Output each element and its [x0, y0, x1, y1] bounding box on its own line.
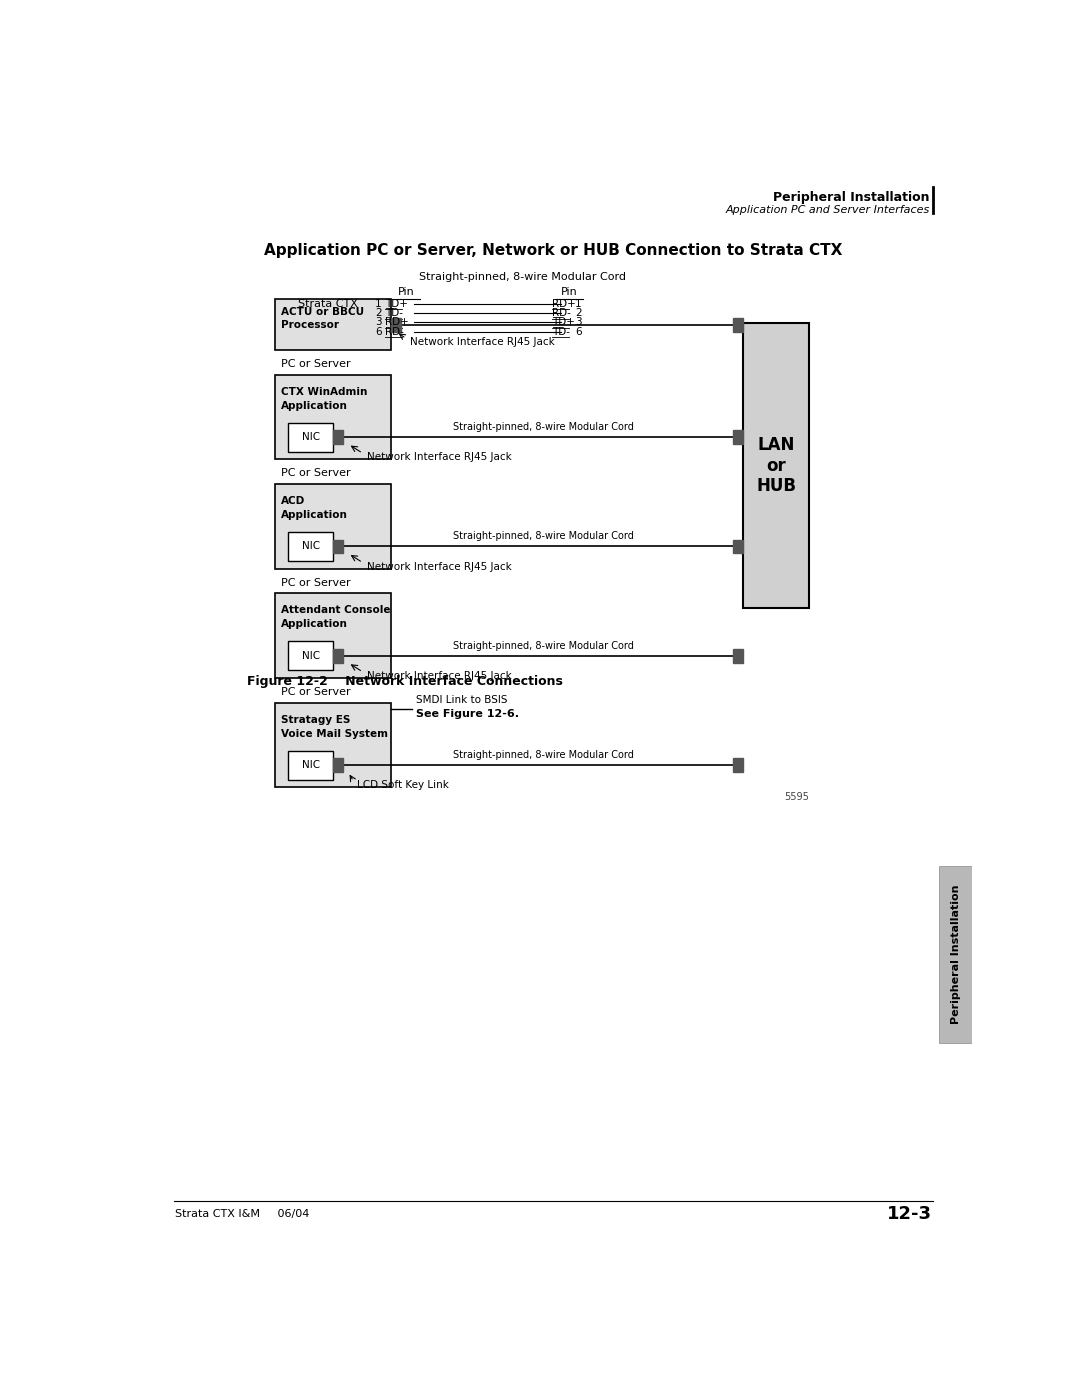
Text: Processor: Processor: [281, 320, 339, 331]
Text: Straight-pinned, 8-wire Modular Cord: Straight-pinned, 8-wire Modular Cord: [419, 272, 626, 282]
Text: NIC: NIC: [302, 432, 320, 441]
Bar: [391, 317, 401, 331]
Text: PC or Server: PC or Server: [281, 359, 350, 369]
Text: 5595: 5595: [784, 792, 809, 802]
Text: Application: Application: [281, 401, 348, 411]
Text: Peripheral Installation: Peripheral Installation: [950, 884, 961, 1024]
Text: Straight-pinned, 8-wire Modular Cord: Straight-pinned, 8-wire Modular Cord: [453, 422, 634, 432]
Text: RD+: RD+: [552, 299, 576, 309]
Text: Pin: Pin: [561, 286, 578, 296]
Text: RD-: RD-: [386, 327, 404, 337]
Text: NIC: NIC: [302, 760, 320, 770]
Bar: [288, 422, 334, 451]
Text: ACD: ACD: [281, 496, 305, 506]
Text: TD+: TD+: [552, 317, 575, 327]
Bar: [274, 594, 391, 678]
Bar: [733, 648, 743, 662]
Text: Figure 12-2    Network Interface Connections: Figure 12-2 Network Interface Connection…: [247, 675, 564, 687]
Bar: [288, 641, 334, 671]
Text: Straight-pinned, 8-wire Modular Cord: Straight-pinned, 8-wire Modular Cord: [453, 641, 634, 651]
Text: 2: 2: [576, 309, 582, 319]
Text: 6: 6: [576, 327, 582, 337]
Text: Network Interface RJ45 Jack: Network Interface RJ45 Jack: [367, 453, 512, 462]
Text: 1: 1: [576, 299, 582, 309]
Text: NIC: NIC: [302, 542, 320, 552]
Text: Application: Application: [281, 619, 348, 629]
Text: Peripheral Installation: Peripheral Installation: [773, 191, 930, 204]
Text: LAN
or
HUB: LAN or HUB: [756, 436, 796, 496]
Text: SMDI Link to BSIS: SMDI Link to BSIS: [416, 696, 507, 705]
Text: ACTU or BBCU: ACTU or BBCU: [281, 306, 364, 317]
Text: Strata CTX: Strata CTX: [298, 299, 357, 309]
Text: Attendant Console: Attendant Console: [281, 605, 390, 616]
Text: 6: 6: [375, 327, 381, 337]
Bar: [288, 750, 334, 780]
Text: Network Interface RJ45 Jack: Network Interface RJ45 Jack: [367, 671, 512, 680]
Text: RD+: RD+: [386, 317, 409, 327]
Text: TD-: TD-: [552, 327, 570, 337]
Bar: [733, 430, 743, 444]
Text: Strata CTX I&M     06/04: Strata CTX I&M 06/04: [175, 1208, 310, 1220]
Text: PC or Server: PC or Server: [281, 468, 350, 478]
Text: Network Interface RJ45 Jack: Network Interface RJ45 Jack: [410, 338, 555, 348]
Text: Pin: Pin: [397, 286, 415, 296]
Text: 1: 1: [375, 299, 381, 309]
Bar: [274, 703, 391, 788]
Text: Straight-pinned, 8-wire Modular Cord: Straight-pinned, 8-wire Modular Cord: [453, 750, 634, 760]
Text: NIC: NIC: [302, 651, 320, 661]
Bar: [733, 759, 743, 773]
Bar: [334, 430, 343, 444]
Text: See Figure 12-6.: See Figure 12-6.: [416, 710, 518, 719]
Text: PC or Server: PC or Server: [281, 687, 350, 697]
Text: 12-3: 12-3: [887, 1206, 932, 1222]
Text: Application: Application: [281, 510, 348, 520]
Text: CTX WinAdmin: CTX WinAdmin: [281, 387, 367, 397]
Bar: [334, 648, 343, 662]
Bar: [274, 299, 391, 351]
Bar: [733, 317, 743, 331]
Text: Network Interface RJ45 Jack: Network Interface RJ45 Jack: [367, 562, 512, 571]
Bar: [940, 866, 972, 1044]
Bar: [274, 374, 391, 460]
Text: LCD Soft Key Link: LCD Soft Key Link: [357, 780, 449, 791]
Bar: [334, 759, 343, 773]
Text: TD-: TD-: [386, 309, 403, 319]
Text: 3: 3: [375, 317, 381, 327]
Text: 2: 2: [375, 309, 381, 319]
Text: RD-: RD-: [552, 309, 571, 319]
Bar: [274, 485, 391, 569]
Bar: [334, 539, 343, 553]
Bar: [288, 532, 334, 562]
Text: Straight-pinned, 8-wire Modular Cord: Straight-pinned, 8-wire Modular Cord: [453, 531, 634, 542]
Text: Application PC or Server, Network or HUB Connection to Strata CTX: Application PC or Server, Network or HUB…: [265, 243, 842, 257]
Text: Application PC and Server Interfaces: Application PC and Server Interfaces: [725, 205, 930, 215]
Text: Stratagy ES: Stratagy ES: [281, 715, 350, 725]
Text: Voice Mail System: Voice Mail System: [281, 729, 388, 739]
Bar: [733, 539, 743, 553]
Bar: [743, 323, 809, 608]
Text: TD+: TD+: [386, 299, 408, 309]
Text: PC or Server: PC or Server: [281, 578, 350, 588]
Text: 3: 3: [576, 317, 582, 327]
